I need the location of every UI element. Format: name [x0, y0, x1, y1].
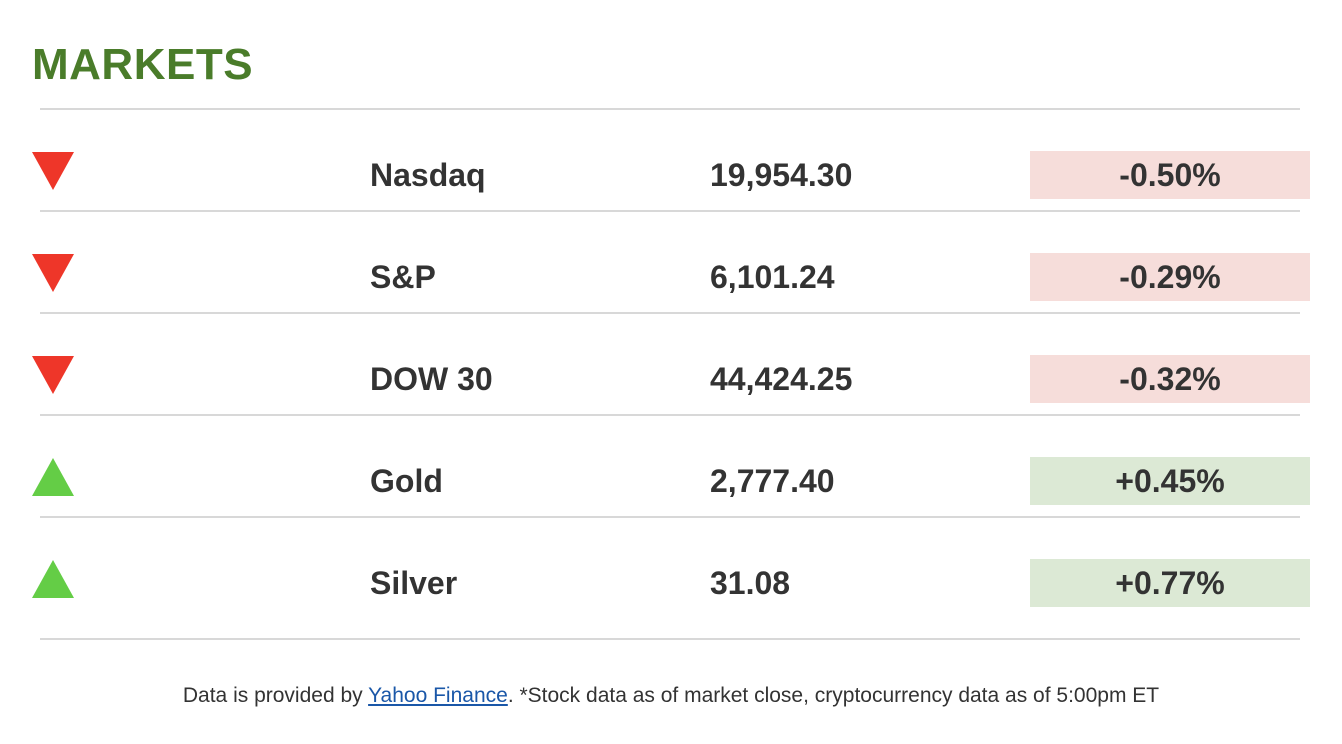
market-name: S&P — [370, 259, 436, 295]
page-title: MARKETS — [32, 40, 254, 89]
market-value: 6,101.24 — [710, 259, 835, 295]
down-triangle-icon — [32, 152, 74, 190]
market-value: 19,954.30 — [710, 157, 853, 193]
market-change-badge: -0.50% — [1030, 151, 1310, 199]
market-name: Gold — [370, 463, 443, 499]
data-source-note: Data is provided by Yahoo Finance. *Stoc… — [0, 682, 1342, 710]
market-value: 31.08 — [710, 565, 791, 601]
down-triangle-icon — [32, 254, 74, 292]
footer-suffix: . *Stock data as of market close, crypto… — [507, 684, 1160, 707]
market-name: DOW 30 — [370, 361, 493, 397]
yahoo-finance-link[interactable]: Yahoo Finance — [368, 684, 508, 707]
market-row-sp: S&P 6,101.24 -0.29% — [32, 212, 1310, 314]
up-triangle-icon — [32, 560, 74, 598]
market-change-badge: -0.29% — [1030, 253, 1310, 301]
market-row-dow30: DOW 30 44,424.25 -0.32% — [32, 314, 1310, 416]
market-row-nasdaq: Nasdaq 19,954.30 -0.50% — [32, 110, 1310, 212]
market-name: Nasdaq — [370, 157, 486, 193]
market-name: Silver — [370, 565, 458, 601]
market-change-badge: -0.32% — [1030, 355, 1310, 403]
footer-prefix: Data is provided by — [182, 684, 369, 707]
markets-table: Nasdaq 19,954.30 -0.50% S&P 6,101.24 -0.… — [32, 108, 1310, 640]
market-row-gold: Gold 2,777.40 +0.45% — [32, 416, 1310, 518]
market-change-badge: +0.77% — [1030, 559, 1310, 607]
market-row-silver: Silver 31.08 +0.77% — [32, 518, 1310, 640]
down-triangle-icon — [32, 356, 74, 394]
market-change-badge: +0.45% — [1030, 457, 1310, 505]
market-value: 2,777.40 — [710, 463, 835, 499]
up-triangle-icon — [32, 458, 74, 496]
market-value: 44,424.25 — [710, 361, 853, 397]
